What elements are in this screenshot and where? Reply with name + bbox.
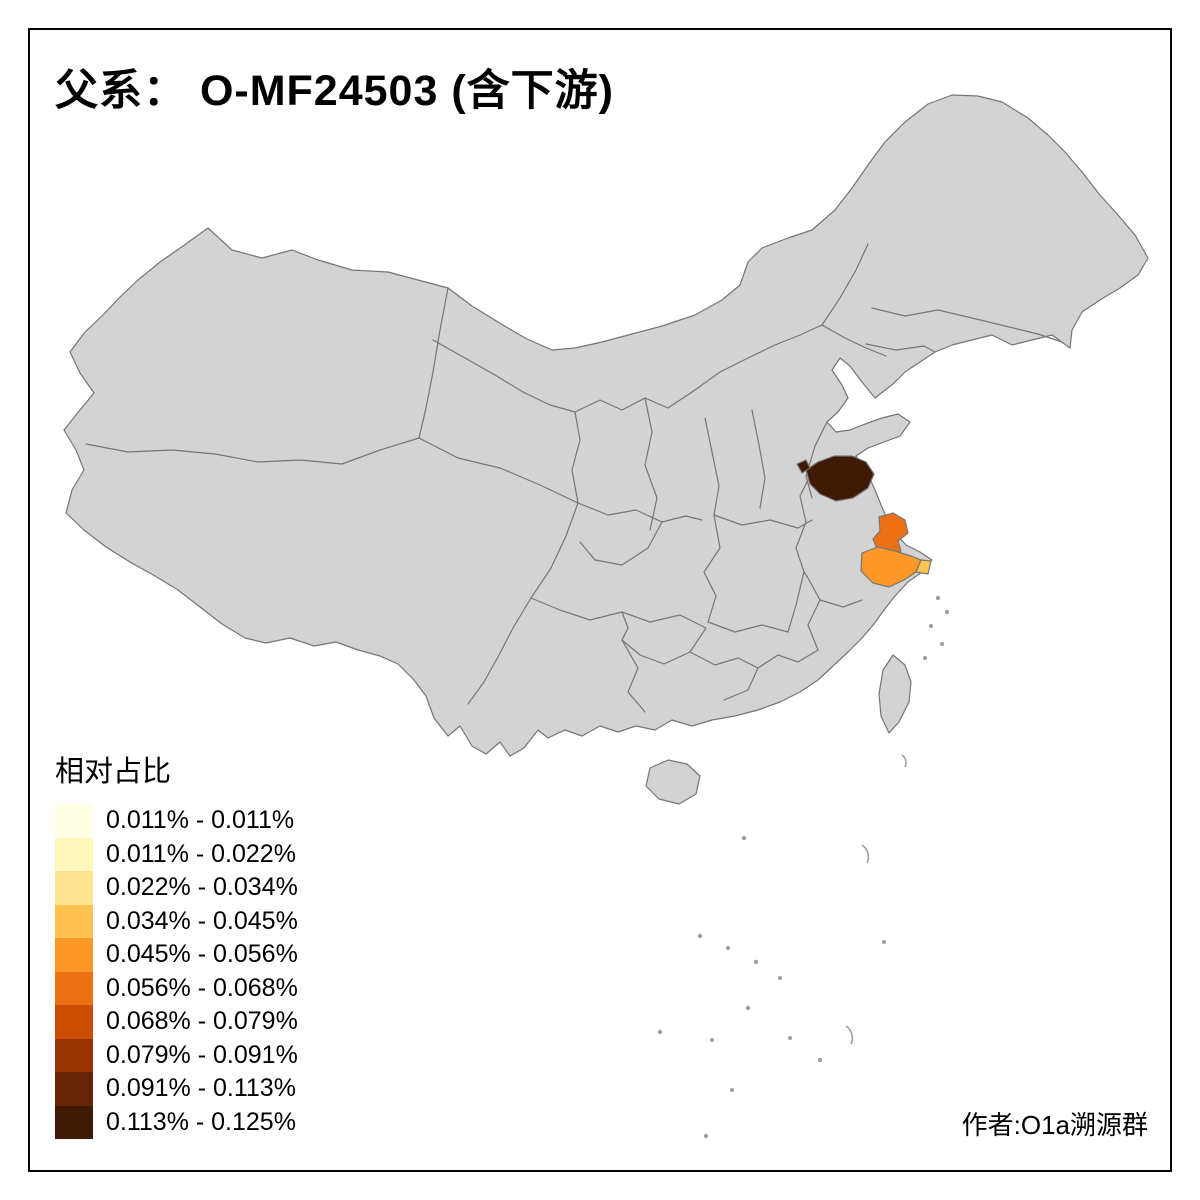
legend-swatch xyxy=(55,904,93,938)
legend: 相对占比 0.011% - 0.011% 0.011% - 0.022% 0.0… xyxy=(55,748,298,1139)
highlight-region-dark xyxy=(805,455,875,502)
legend-swatch xyxy=(55,804,93,838)
legend-item: 0.045% - 0.056% xyxy=(55,938,298,972)
legend-label: 0.091% - 0.113% xyxy=(106,1074,296,1103)
province-borders xyxy=(85,243,1063,713)
legend-swatch xyxy=(55,938,93,972)
legend-item: 0.091% - 0.113% xyxy=(55,1072,298,1106)
legend-item: 0.056% - 0.068% xyxy=(55,971,298,1005)
attribution: 作者:O1a溯源群 xyxy=(961,1110,1148,1140)
legend-label: 0.113% - 0.125% xyxy=(106,1107,296,1136)
legend-swatch xyxy=(55,871,93,905)
legend-label: 0.034% - 0.045% xyxy=(106,906,298,935)
legend-item: 0.011% - 0.011% xyxy=(55,804,298,838)
map-title: 父系： O-MF24503 (含下游) xyxy=(55,67,614,115)
legend-item: 0.079% - 0.091% xyxy=(55,1038,298,1072)
hainan-island xyxy=(645,759,701,805)
taiwan-island xyxy=(878,654,912,734)
legend-label: 0.011% - 0.022% xyxy=(106,839,296,868)
legend-label: 0.011% - 0.011% xyxy=(106,806,295,835)
legend-label: 0.056% - 0.068% xyxy=(106,973,298,1002)
legend-swatch xyxy=(55,971,93,1005)
legend-label: 0.045% - 0.056% xyxy=(106,940,298,969)
highlight-region-sliver xyxy=(915,559,932,575)
legend-label: 0.022% - 0.034% xyxy=(106,873,298,902)
legend-title: 相对占比 xyxy=(55,756,172,788)
legend-item: 0.113% - 0.125% xyxy=(55,1105,298,1139)
sea-island-dashes xyxy=(845,754,907,1045)
legend-swatch xyxy=(55,1038,93,1072)
legend-item: 0.011% - 0.022% xyxy=(55,837,298,871)
legend-item: 0.068% - 0.079% xyxy=(55,1005,298,1039)
highlight-region-dark-fragment xyxy=(796,459,811,474)
legend-item: 0.022% - 0.034% xyxy=(55,871,298,905)
china-mainland xyxy=(63,94,1149,757)
legend-label: 0.068% - 0.079% xyxy=(106,1007,298,1036)
legend-item: 0.034% - 0.045% xyxy=(55,904,298,938)
legend-swatch xyxy=(55,1072,93,1106)
legend-swatch xyxy=(55,1005,93,1039)
sea-island-dots xyxy=(657,595,950,1139)
legend-swatch xyxy=(55,837,93,871)
highlight-region-mid xyxy=(872,512,909,559)
legend-label: 0.079% - 0.091% xyxy=(106,1040,298,1069)
legend-swatch xyxy=(55,1105,93,1139)
